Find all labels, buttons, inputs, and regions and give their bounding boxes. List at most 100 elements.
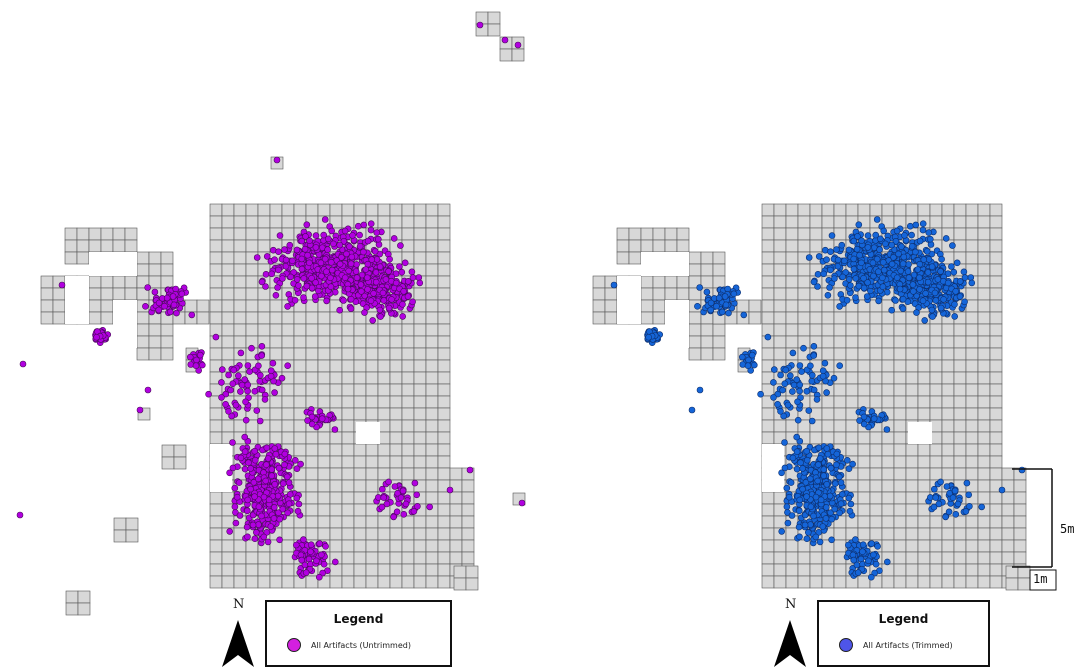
grid-cell: [437, 251, 451, 265]
grid-cell: [269, 431, 283, 445]
artifact-point: [275, 266, 282, 274]
artifact-point: [253, 254, 261, 261]
grid-cell: [869, 479, 883, 493]
artifact-point: [819, 372, 827, 380]
grid-cell: [989, 299, 1003, 313]
artifact-point: [796, 362, 804, 369]
artifact-point: [348, 253, 356, 261]
grid-cell: [941, 443, 955, 457]
artifact-point: [864, 279, 871, 286]
grid-cell: [425, 479, 439, 493]
grid-cell: [281, 335, 295, 349]
grid-cell: [209, 491, 223, 505]
artifact-point: [163, 294, 171, 302]
grid-cell: [209, 299, 223, 313]
grid-cell: [269, 215, 283, 229]
grid-cell: [989, 215, 1003, 229]
grid-cell: [257, 227, 271, 241]
artifact-point: [340, 297, 347, 304]
grid-cell: [413, 407, 427, 421]
grid-cell: [317, 335, 331, 349]
grid-cell: [281, 527, 295, 541]
artifact-point: [807, 362, 814, 370]
artifact-point: [306, 237, 313, 244]
artifact-point: [961, 298, 968, 306]
grid-gap: [665, 300, 689, 348]
grid-cell: [700, 335, 714, 349]
grid-cell: [941, 335, 955, 349]
grid-cell: [449, 467, 463, 481]
grid-cell: [977, 431, 991, 445]
artifact-point: [822, 504, 830, 511]
artifact-point: [501, 36, 509, 44]
grid-cell: [857, 515, 871, 529]
grid-cell: [857, 203, 871, 217]
grid-cell: [329, 479, 343, 493]
artifact-point: [279, 505, 287, 513]
grid-cell: [953, 515, 967, 529]
grid-cell: [64, 227, 78, 241]
grid-cell: [377, 455, 391, 469]
grid-cell: [953, 419, 967, 433]
artifact-point: [793, 448, 801, 456]
grid-cell: [100, 311, 114, 325]
grid-cell: [437, 431, 451, 445]
grid-cell: [317, 527, 331, 541]
grid-cell: [64, 239, 78, 253]
artifact-point: [740, 311, 748, 319]
artifact-point: [312, 279, 319, 286]
artifact-point: [370, 290, 377, 297]
grid-cell: [941, 575, 955, 589]
artifact-point: [952, 510, 960, 518]
grid-cell: [965, 551, 979, 565]
legend-left: Legend All Artifacts (Untrimmed): [265, 600, 452, 667]
north-label-right: N: [785, 597, 797, 612]
artifact-point: [271, 389, 278, 396]
artifact-point: [341, 274, 349, 282]
artifact-point: [803, 493, 810, 500]
grid-cell: [437, 203, 451, 217]
grid-cell: [293, 443, 307, 457]
grid-cell: [917, 407, 931, 421]
grid-cell: [857, 347, 871, 361]
artifact-point: [264, 455, 272, 462]
artifact-point: [916, 286, 923, 293]
artifact-point: [865, 557, 872, 565]
grid-cell: [401, 383, 415, 397]
grid-cell: [437, 299, 451, 313]
artifact-point: [229, 380, 237, 388]
grid-cell: [401, 371, 415, 385]
artifact-point: [932, 494, 940, 501]
artifact-point: [819, 367, 827, 375]
artifact-point: [810, 352, 818, 359]
artifact-point: [826, 492, 834, 500]
grid-cell: [341, 203, 355, 217]
grid-cell: [257, 575, 271, 589]
grid-cell: [989, 251, 1003, 265]
artifact-point: [304, 417, 311, 424]
grid-cell: [809, 239, 823, 253]
artifact-point: [940, 296, 947, 303]
artifact-point: [796, 381, 804, 389]
artifact-point: [301, 245, 309, 253]
artifact-point: [231, 484, 239, 492]
grid-cell: [965, 407, 979, 421]
grid-cell: [761, 527, 775, 541]
grid-cell: [77, 590, 91, 604]
grid-cell: [917, 323, 931, 337]
artifact-point: [151, 288, 159, 296]
grid-cell: [329, 371, 343, 385]
artifact-point: [783, 503, 791, 511]
grid-cell: [437, 503, 451, 517]
grid-cell: [881, 323, 895, 337]
artifact-point: [268, 466, 276, 473]
grid-cell: [700, 251, 714, 265]
grid-cell: [425, 431, 439, 445]
artifact-point: [831, 275, 838, 282]
grid-cell: [833, 407, 847, 421]
grid-cell: [425, 467, 439, 481]
artifact-point: [218, 379, 225, 386]
artifact-point: [238, 381, 246, 389]
grid-cell: [341, 467, 355, 481]
grid-cell: [425, 419, 439, 433]
